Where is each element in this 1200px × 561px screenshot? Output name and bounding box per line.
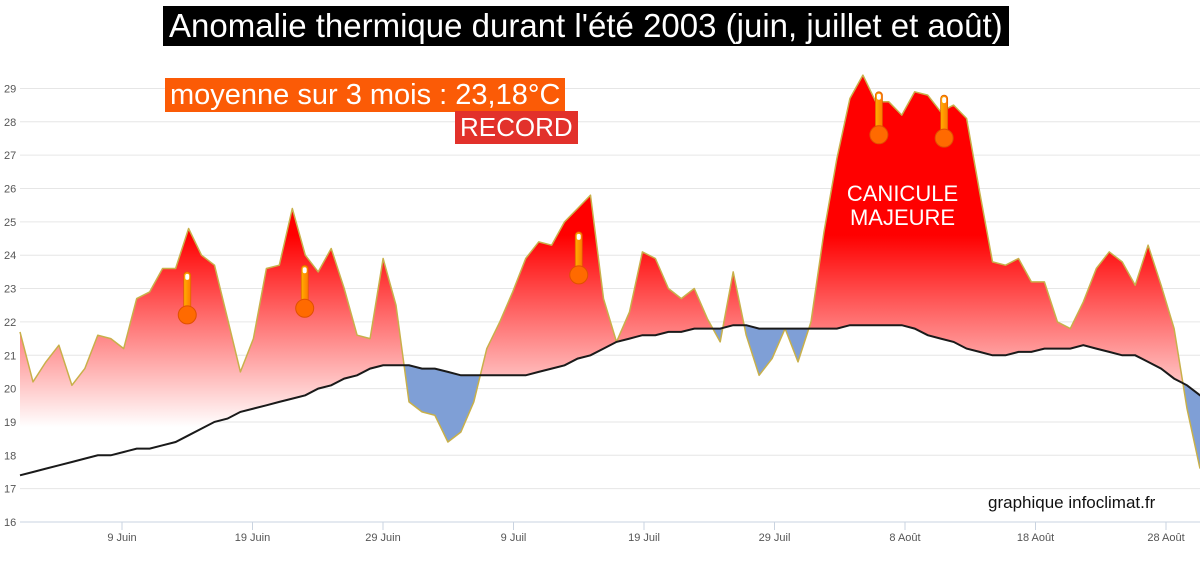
canicule-annotation: CANICULE MAJEURE bbox=[846, 181, 959, 230]
y-tick-label: 26 bbox=[4, 184, 16, 196]
x-tick-label: 18 Août bbox=[1017, 532, 1054, 544]
thermometer-cap bbox=[942, 97, 947, 104]
x-tick-label: 29 Juin bbox=[365, 532, 400, 544]
line-layer bbox=[19, 74, 1200, 477]
thermometer-cap bbox=[185, 273, 190, 280]
chart-title: Anomalie thermique durant l'été 2003 (ju… bbox=[163, 6, 1009, 46]
x-tick-label: 28 Août bbox=[1147, 532, 1184, 544]
thermometer-icon bbox=[295, 264, 315, 318]
y-tick-label: 19 bbox=[4, 417, 16, 429]
thermometer-icon bbox=[869, 91, 889, 145]
source-credit: graphique infoclimat.fr bbox=[988, 493, 1156, 512]
y-tick-label: 20 bbox=[4, 384, 16, 396]
thermometer-bulb bbox=[295, 298, 315, 318]
y-tick-label: 24 bbox=[4, 250, 16, 262]
area-layer bbox=[20, 75, 1200, 476]
y-tick-label: 16 bbox=[4, 517, 16, 529]
thermometer-cap bbox=[576, 233, 581, 240]
normal-line bbox=[19, 324, 1200, 477]
y-tick-label: 27 bbox=[4, 150, 16, 162]
thermometer-bulb bbox=[934, 128, 954, 148]
x-tick-label: 8 Août bbox=[889, 532, 920, 544]
axis-ticks: 16 17 18 19 20 21 22 23 24 25 26 27 28 29 9 Juin 19 Jui… bbox=[4, 83, 1185, 544]
y-tick-label: 17 bbox=[4, 484, 16, 496]
temperature-line bbox=[19, 74, 1200, 469]
thermometers bbox=[177, 91, 954, 325]
thermometer-bulb bbox=[177, 305, 197, 325]
x-tick-label: 29 Juil bbox=[759, 532, 791, 544]
thermometer-icon bbox=[569, 231, 589, 285]
thermometer-bulb bbox=[869, 125, 889, 145]
average-annotation: moyenne sur 3 mois : 23,18°C bbox=[165, 78, 566, 112]
above-normal-area bbox=[20, 75, 1200, 476]
thermometer-bulb bbox=[569, 265, 589, 285]
thermometer-cap bbox=[876, 93, 881, 100]
y-tick-label: 29 bbox=[4, 83, 16, 95]
y-tick-label: 28 bbox=[4, 117, 16, 129]
thermometer-icon bbox=[177, 271, 197, 325]
y-tick-label: 18 bbox=[4, 450, 16, 462]
y-tick-label: 22 bbox=[4, 317, 16, 329]
y-tick-label: 23 bbox=[4, 284, 16, 296]
y-tick-label: 25 bbox=[4, 217, 16, 229]
x-tick-label: 9 Juin bbox=[107, 532, 136, 544]
y-tick-label: 21 bbox=[4, 350, 16, 362]
thermometer-icon bbox=[934, 94, 954, 148]
x-tick-label: 19 Juin bbox=[235, 532, 270, 544]
record-badge: RECORD bbox=[455, 111, 578, 144]
x-tick-label: 9 Juil bbox=[501, 532, 527, 544]
thermometer-cap bbox=[302, 267, 307, 274]
x-tick-label: 19 Juil bbox=[628, 532, 660, 544]
